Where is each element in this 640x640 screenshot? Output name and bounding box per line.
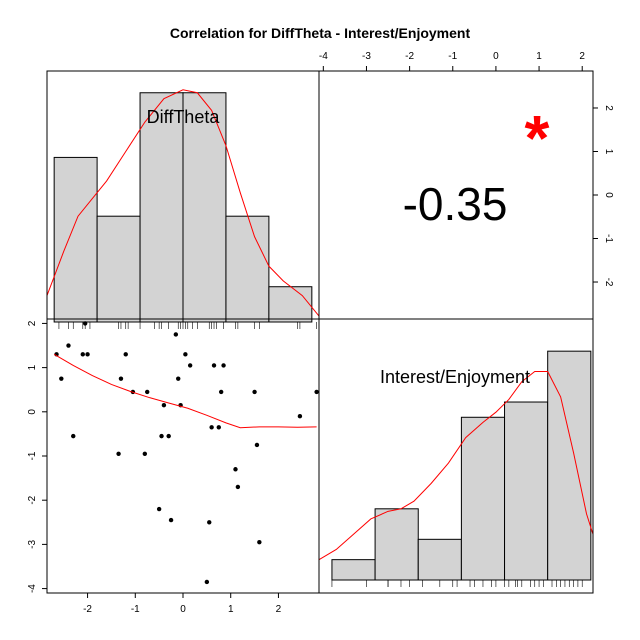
bottom-axis-tick-label: -1 — [131, 604, 140, 615]
panel-frames — [46, 70, 594, 594]
left-axis-tick-label: -2 — [27, 495, 38, 504]
scatter-point — [66, 343, 71, 348]
scatter-point — [82, 321, 88, 326]
left-axis-tick-label: 1 — [27, 364, 38, 370]
scatter-point — [116, 451, 121, 456]
scatter-point — [142, 451, 148, 456]
scatter-point — [254, 442, 260, 448]
hist1-density-line — [46, 89, 320, 317]
scatter-point — [209, 425, 214, 430]
left-axis-tick-label: 2 — [27, 320, 38, 326]
scatter-point — [118, 376, 124, 381]
correlation-value: -0.35 — [403, 178, 508, 230]
right-axis-tick-label: -2 — [603, 278, 614, 287]
hist2-bar — [331, 559, 376, 581]
top-axis-tick-label: 2 — [579, 51, 585, 62]
right-axis-tick-label: 0 — [603, 192, 614, 198]
chart-title: Correlation for DiffTheta - Interest/Enj… — [170, 25, 471, 41]
scatter-point — [187, 363, 193, 368]
hist1-bar — [225, 215, 270, 323]
scatter-point — [235, 484, 241, 490]
panel-scatter — [53, 321, 319, 585]
left-axis-tick-label: -3 — [27, 540, 38, 549]
right-axis-tick-label: 2 — [603, 105, 614, 111]
hist1-bar — [139, 92, 184, 323]
bottom-axis-tick-label: 2 — [276, 604, 282, 615]
frame-bottom-left — [46, 318, 320, 594]
hist2-bar — [460, 416, 506, 581]
hist2-bar — [504, 401, 549, 581]
left-axis-tick-label: -1 — [27, 451, 38, 460]
scatter-point — [80, 352, 85, 357]
hist2-bar — [374, 508, 419, 581]
hist2-density-line — [318, 371, 594, 561]
bottom-axis-tick-label: 1 — [228, 604, 234, 615]
diag-label-interest-enjoyment: Interest/Enjoyment — [380, 367, 530, 387]
scatter-point — [166, 433, 171, 439]
top-axis-tick-label: 0 — [493, 51, 499, 62]
scatter-point — [71, 433, 76, 439]
scatter-point — [59, 376, 64, 381]
scatter-point — [161, 402, 167, 408]
top-axis-tick-label: -1 — [448, 51, 457, 62]
scatter-point — [216, 425, 221, 430]
panel-correlation: -0.35 * — [403, 102, 550, 230]
hist1-bar — [268, 286, 313, 323]
scatter-point — [176, 376, 181, 381]
scatter-point — [207, 520, 212, 525]
bottom-axis-tick-label: 0 — [180, 604, 186, 615]
hist1-bar — [96, 215, 141, 323]
right-axis-tick-label: -1 — [603, 234, 614, 243]
scatter-point — [211, 363, 217, 368]
panel-diff-theta-histogram: DiffTheta — [46, 89, 320, 329]
bottom-axis-tick-label: -2 — [83, 604, 92, 615]
scatter-point — [233, 467, 238, 472]
scatter-point — [252, 389, 257, 395]
diag-label-diff-theta: DiffTheta — [147, 107, 221, 127]
top-axis-tick-label: 1 — [536, 51, 542, 62]
top-axis-tick-label: -3 — [362, 51, 371, 62]
hist1-bar — [182, 92, 227, 323]
scatter-smooth-line — [53, 353, 317, 429]
scatter-point — [173, 332, 179, 337]
panel-interest-histogram: Interest/Enjoyment — [318, 350, 594, 587]
scatter-point — [168, 517, 174, 523]
hist2-bar — [547, 350, 592, 581]
scatter-point — [85, 352, 90, 357]
scatter-point — [218, 389, 224, 395]
scatter-point — [159, 433, 164, 439]
scatter-point — [297, 414, 303, 419]
right-axis-tick-label: 1 — [603, 149, 614, 155]
scatter-point — [257, 539, 262, 545]
frame-bottom-right — [318, 318, 594, 594]
hist1-bar — [53, 156, 98, 323]
scatter-point — [221, 363, 226, 368]
scatter-point — [204, 579, 210, 585]
hist2-bar — [417, 538, 462, 581]
scatter-point — [183, 352, 188, 357]
scatter-point — [145, 389, 150, 395]
scatter-point — [123, 352, 128, 357]
top-axis-tick-label: -2 — [405, 51, 414, 62]
top-axis-tick-label: -4 — [319, 51, 328, 62]
significance-star: * — [525, 102, 550, 174]
scatter-point — [156, 506, 162, 512]
left-axis-tick-label: 0 — [27, 409, 38, 415]
scatter-point — [314, 389, 319, 395]
left-axis-tick-label: -4 — [27, 584, 38, 593]
